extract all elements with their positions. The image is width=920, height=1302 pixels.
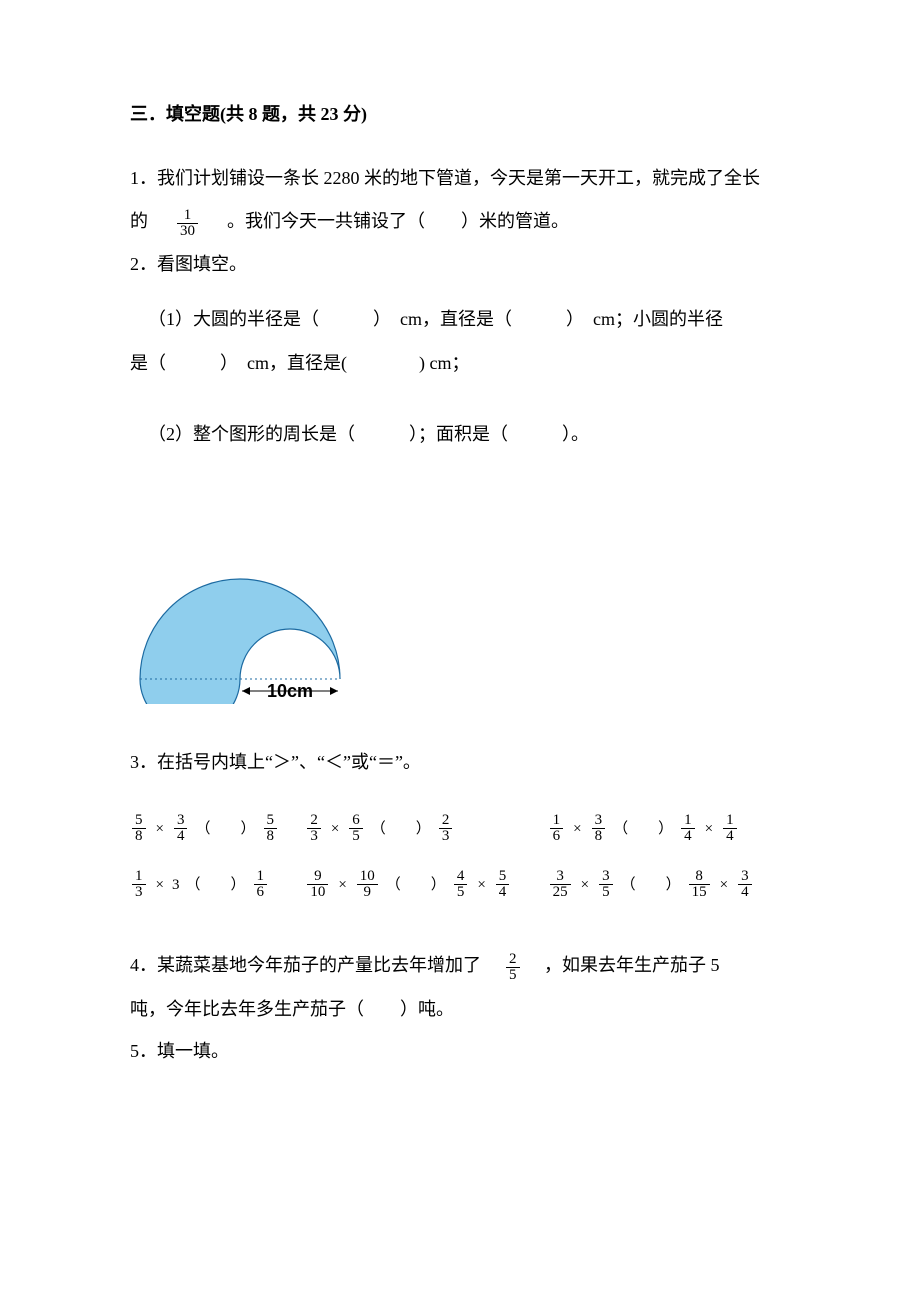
- q3-table: 58×34（）5823×65（）2316×38（）14×14 13×3（）1691…: [130, 798, 790, 910]
- figure-label: 10cm: [267, 681, 313, 701]
- q1-line2-before: 的: [130, 211, 148, 231]
- compare-cell: 325×35（）815×34: [548, 854, 790, 910]
- q2-figure: 10cm: [130, 529, 790, 713]
- compare-cell: 58×34（）58: [130, 798, 305, 854]
- q2-part1-a: （1）大圆的半径是（ ） cm，直径是（ ） cm；小圆的半径: [130, 300, 790, 340]
- q2-header: 2．看图填空。: [130, 246, 790, 282]
- q4-line1-before: 4．某蔬菜基地今年茄子的产量比去年增加了: [130, 955, 481, 975]
- compare-cell: 910×109（）45×54: [305, 854, 547, 910]
- q4-line1: 4．某蔬菜基地今年茄子的产量比去年增加了 2 5 ，如果去年生产茄子 5: [130, 946, 790, 986]
- compare-cell: 16×38（）14×14: [548, 798, 790, 854]
- compare-cell: 13×3（）16: [130, 854, 305, 910]
- q4-frac-den: 5: [506, 968, 520, 983]
- q4-line2: 吨，今年比去年多生产茄子（ ）吨。: [130, 990, 790, 1030]
- q1-fraction: 1 30: [177, 208, 198, 239]
- q3-header: 3．在括号内填上“＞”、“＜”或“＝”。: [130, 743, 790, 783]
- section-header: 三．填空题(共 8 题，共 23 分): [130, 100, 790, 129]
- q1-frac-num: 1: [177, 208, 198, 224]
- q1-line2: 的 1 30 。我们今天一共铺设了（ ）米的管道。: [130, 202, 790, 242]
- q1-frac-den: 30: [177, 224, 198, 239]
- compare-cell: 23×65（）23: [305, 798, 547, 854]
- q1-line2-after: 。我们今天一共铺设了（ ）米的管道。: [227, 211, 569, 231]
- q5-header: 5．填一填。: [130, 1033, 790, 1069]
- q1-line1: 1．我们计划铺设一条长 2280 米的地下管道，今天是第一天开工，就完成了全长: [130, 159, 790, 199]
- q2-part2: （2）整个图形的周长是（ ）；面积是（ ）。: [130, 415, 790, 455]
- q2-part1-b: 是（ ） cm，直径是( ) cm；: [130, 344, 790, 384]
- q4-line1-after: ，如果去年生产茄子 5: [526, 955, 720, 975]
- q4-fraction: 2 5: [506, 952, 520, 983]
- q4-frac-num: 2: [506, 952, 520, 968]
